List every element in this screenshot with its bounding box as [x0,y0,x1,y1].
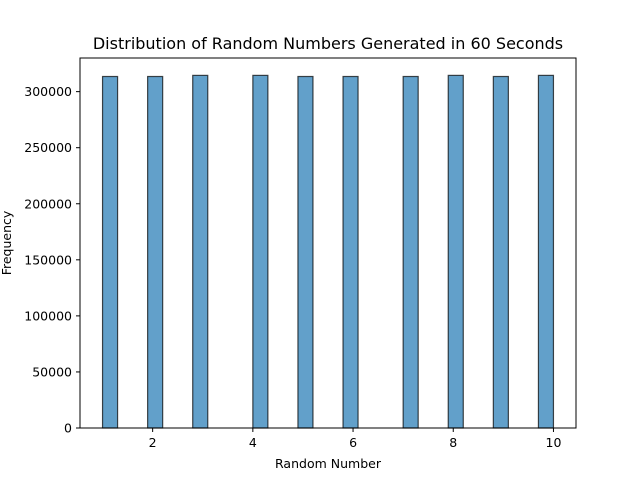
bar-1 [101,75,119,429]
x-tick-label: 8 [449,435,457,450]
bar-7 [402,75,419,429]
y-axis-label: Frequency [0,210,14,275]
y-tick-label: 200000 [24,196,72,211]
bar-6 [342,75,359,429]
y-tick-label: 300000 [24,84,72,99]
bar-2 [147,75,164,429]
bar-4 [252,74,269,429]
chart-title: Distribution of Random Numbers Generated… [93,34,563,53]
bar-3 [192,74,209,429]
x-tick-label: 4 [249,435,257,450]
plot-frame [79,57,577,429]
x-tick-label: 2 [149,435,157,450]
x-axis-label: Random Number [275,456,382,471]
bar-9 [492,75,509,429]
x-tick-label: 6 [349,435,357,450]
bar-8 [447,74,464,429]
y-tick-label: 50000 [32,364,72,379]
y-tick-label: 150000 [24,252,72,267]
bar-10 [537,74,555,429]
bar-5 [297,75,314,429]
bars-group [101,74,555,429]
y-tick-label: 250000 [24,140,72,155]
x-axis-ticks: 2 4 6 8 10 [149,428,562,450]
y-tick-label: 100000 [24,308,72,323]
y-tick-label: 0 [64,421,72,436]
x-tick-label: 10 [546,435,562,450]
y-axis-ticks: 0 50000 100000 150000 200000 250000 300000 [24,84,80,436]
